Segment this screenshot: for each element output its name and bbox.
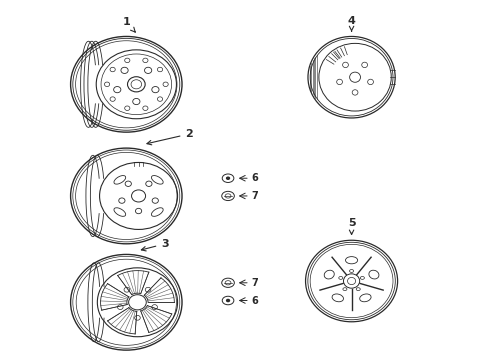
Text: 7: 7 xyxy=(251,191,258,201)
Text: 4: 4 xyxy=(347,15,356,31)
Text: 6: 6 xyxy=(251,296,258,306)
Text: 2: 2 xyxy=(147,129,193,145)
Text: 5: 5 xyxy=(348,217,355,234)
Text: 1: 1 xyxy=(122,17,135,32)
Text: 3: 3 xyxy=(141,239,169,251)
Text: 7: 7 xyxy=(251,278,258,288)
Circle shape xyxy=(226,177,229,179)
Text: 6: 6 xyxy=(251,173,258,183)
Circle shape xyxy=(226,300,229,302)
